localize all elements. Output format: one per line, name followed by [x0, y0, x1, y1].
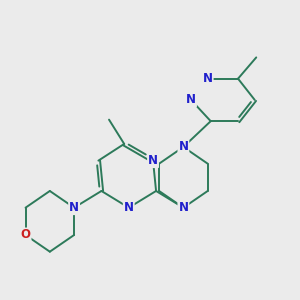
Text: N: N: [178, 140, 188, 154]
Text: N: N: [178, 201, 188, 214]
Text: N: N: [148, 154, 158, 167]
Text: N: N: [124, 201, 134, 214]
Text: O: O: [20, 229, 31, 242]
Text: N: N: [186, 93, 196, 106]
Text: N: N: [69, 201, 79, 214]
Text: N: N: [203, 72, 213, 85]
